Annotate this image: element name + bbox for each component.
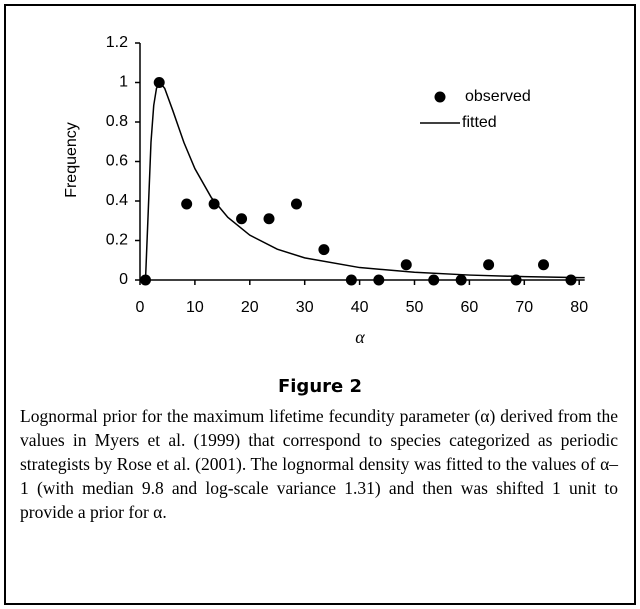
- y-tick-label: 1.2: [106, 34, 128, 51]
- legend-label: fitted: [462, 114, 497, 131]
- x-tick-label: 20: [241, 299, 259, 316]
- x-tick-label: 40: [351, 299, 369, 316]
- data-point: [400, 259, 412, 271]
- data-point: [236, 213, 248, 225]
- fitted-line: [144, 81, 585, 281]
- y-axis-title: Frequency: [63, 122, 80, 198]
- x-tick-label: 70: [515, 299, 533, 316]
- y-tick-label: 1: [119, 74, 128, 91]
- y-tick-label: 0: [119, 271, 128, 288]
- x-tick-label: 60: [461, 299, 479, 316]
- x-tick-label: 80: [570, 299, 588, 316]
- x-tick-label: 0: [136, 299, 145, 316]
- legend-marker: [434, 91, 446, 103]
- y-tick-label: 0.8: [106, 113, 128, 130]
- caption: Lognormal prior for the maximum lifetime…: [20, 406, 618, 522]
- y-tick-label: 0.2: [106, 232, 128, 249]
- data-point: [510, 274, 522, 286]
- legend-label: observed: [465, 88, 531, 105]
- x-tick-label: 30: [296, 299, 314, 316]
- data-point: [181, 198, 193, 210]
- y-tick-label: 0.4: [106, 192, 128, 209]
- data-point: [483, 259, 495, 271]
- data-point: [263, 213, 275, 225]
- data-point: [318, 244, 330, 256]
- x-axis-title: α: [355, 327, 365, 347]
- data-point: [538, 259, 550, 271]
- data-point: [208, 198, 220, 210]
- y-tick-label: 0.6: [106, 153, 128, 170]
- figure-label: Figure 2: [277, 376, 363, 397]
- data-point: [290, 198, 302, 210]
- data-point: [345, 274, 357, 286]
- x-tick-label: 10: [186, 299, 204, 316]
- data-point: [565, 274, 577, 286]
- data-point: [428, 274, 440, 286]
- data-point: [373, 274, 385, 286]
- data-point: [455, 274, 467, 286]
- x-tick-label: 50: [406, 299, 424, 316]
- figure-frame: [4, 4, 636, 605]
